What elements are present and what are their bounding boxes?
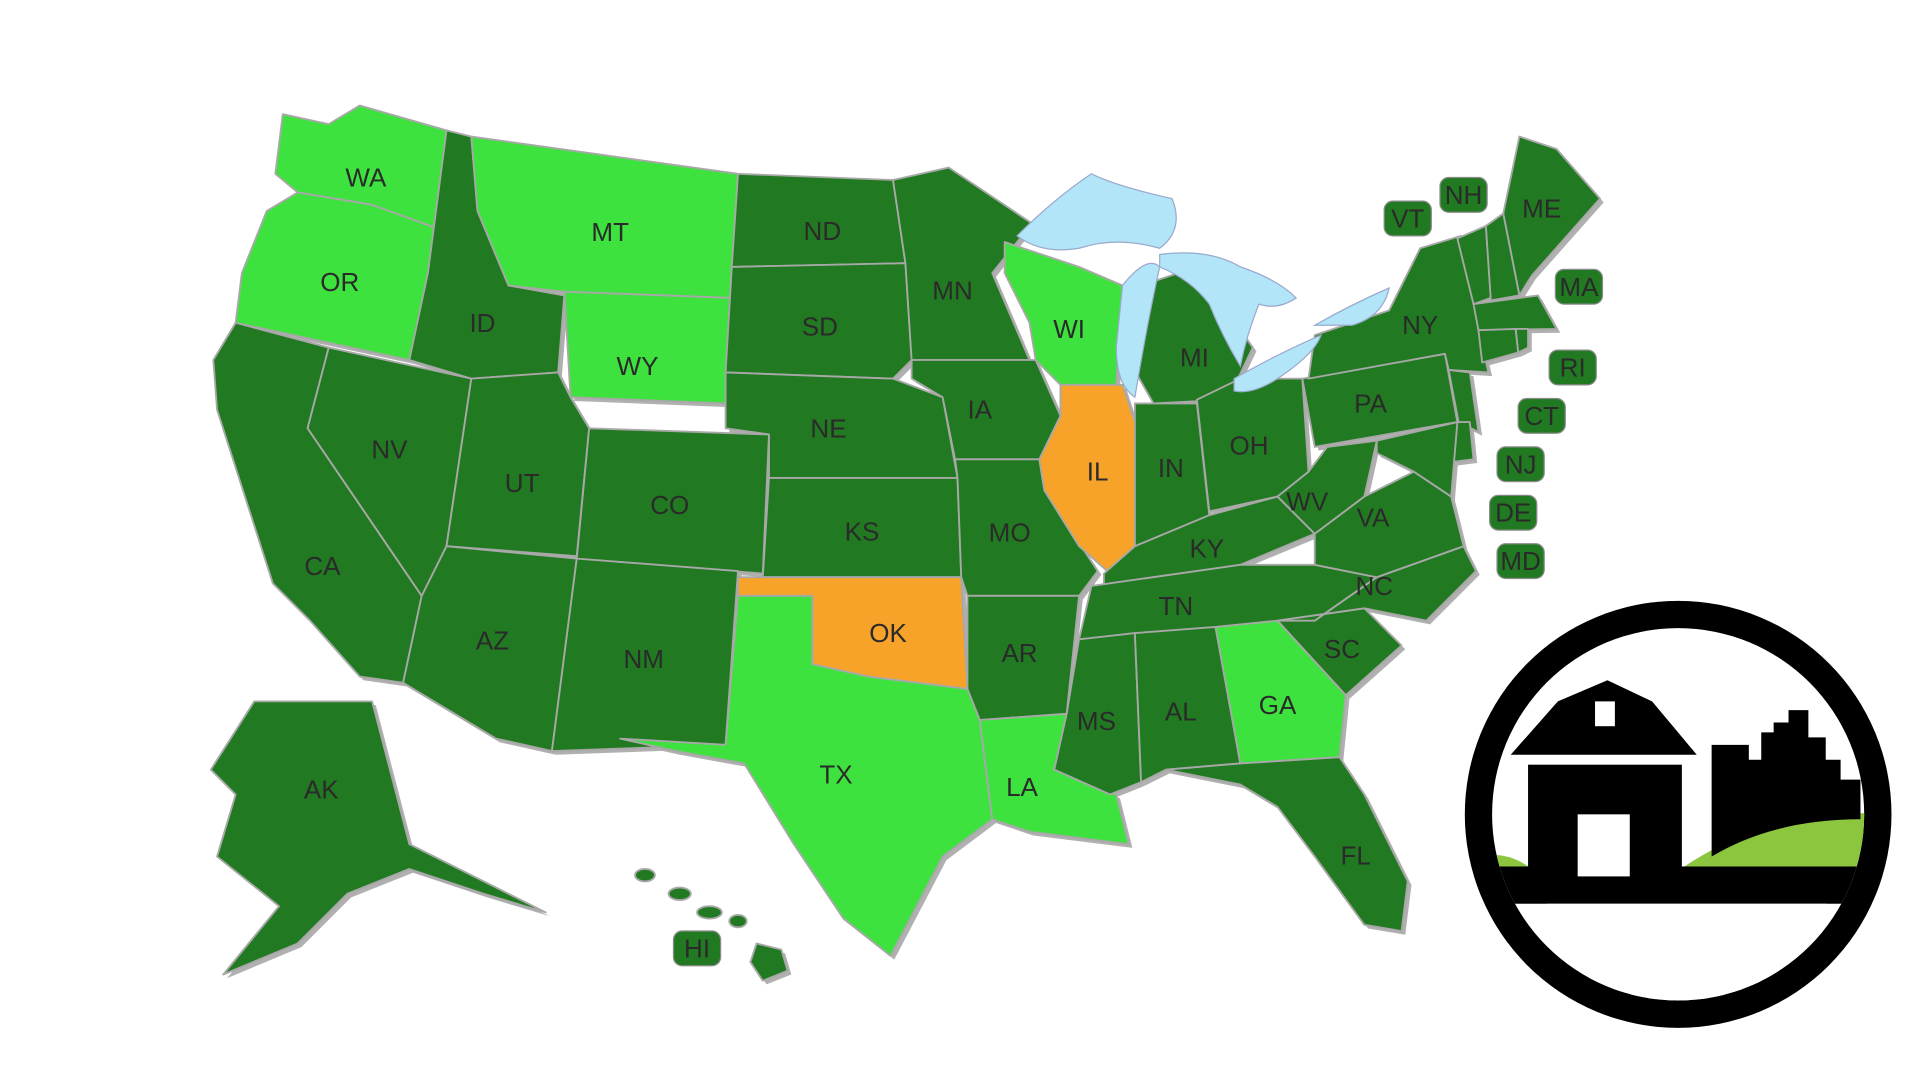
- logo-field-row: [1647, 943, 1656, 1001]
- state-badge-nj[interactable]: [1496, 446, 1545, 483]
- state-ks[interactable]: [761, 477, 963, 579]
- lake-michigan: [1115, 262, 1161, 399]
- logo-field-row: [1681, 943, 1691, 1001]
- logo-barn-window: [1595, 701, 1615, 727]
- state-ma[interactable]: [1472, 294, 1558, 332]
- state-ut[interactable]: [445, 371, 591, 558]
- logo-stripe: [1560, 921, 1811, 930]
- logo-field-row: [1629, 943, 1639, 1001]
- state-md[interactable]: [1375, 421, 1459, 498]
- lake-ontario: [1312, 286, 1391, 326]
- state-hi-island[interactable]: [696, 905, 723, 920]
- logo-field-row: [1716, 943, 1726, 1001]
- state-nm[interactable]: [551, 557, 739, 752]
- logo-field-row: [1699, 943, 1708, 1001]
- state-badge-ma[interactable]: [1554, 268, 1604, 305]
- logo-field-rows: [1612, 943, 1760, 1001]
- state-hi-island[interactable]: [728, 913, 748, 929]
- state-badge-hi[interactable]: [672, 930, 722, 967]
- logo-green-hill: [1680, 813, 1865, 869]
- state-fl[interactable]: [1164, 756, 1409, 932]
- state-il[interactable]: [1038, 383, 1136, 575]
- state-mn[interactable]: [892, 166, 1033, 361]
- state-hi[interactable]: [749, 942, 789, 982]
- state-nh[interactable]: [1484, 212, 1521, 302]
- state-co[interactable]: [575, 427, 770, 575]
- state-ar[interactable]: [966, 594, 1080, 721]
- farm-logo: [1464, 600, 1892, 1028]
- state-hi-island[interactable]: [634, 868, 656, 883]
- logo-barn-door: [1577, 814, 1630, 877]
- logo-stripe: [1544, 903, 1830, 913]
- logo-field-row: [1612, 943, 1622, 1001]
- state-badge-de[interactable]: [1488, 494, 1538, 531]
- lake-huron: [1159, 252, 1298, 368]
- state-va[interactable]: [1313, 470, 1465, 579]
- state-ct[interactable]: [1477, 328, 1520, 364]
- states-layer: [209, 104, 1604, 985]
- state-mt[interactable]: [470, 135, 739, 299]
- logo-field-row: [1751, 943, 1760, 1001]
- state-or[interactable]: [234, 191, 442, 361]
- state-tx[interactable]: [619, 594, 994, 957]
- logo-field-row: [1664, 943, 1674, 1001]
- logo-city-skyline: [1711, 710, 1861, 857]
- state-badge-vt[interactable]: [1383, 200, 1432, 237]
- state-sd[interactable]: [724, 262, 913, 380]
- state-badge-ct[interactable]: [1517, 397, 1566, 434]
- lake-superior: [1016, 173, 1177, 251]
- state-hi-island[interactable]: [667, 886, 692, 901]
- great-lakes: [1016, 173, 1391, 399]
- state-ga[interactable]: [1214, 619, 1347, 765]
- state-nd[interactable]: [730, 172, 907, 268]
- state-wy[interactable]: [563, 290, 733, 405]
- state-ak[interactable]: [209, 700, 547, 976]
- logo-field-row: [1733, 943, 1743, 1001]
- lake-erie: [1233, 334, 1322, 393]
- state-badge-nh[interactable]: [1439, 176, 1488, 213]
- state-badge-ri[interactable]: [1548, 349, 1597, 386]
- state-badge-md[interactable]: [1496, 543, 1545, 580]
- state-nj[interactable]: [1447, 369, 1480, 433]
